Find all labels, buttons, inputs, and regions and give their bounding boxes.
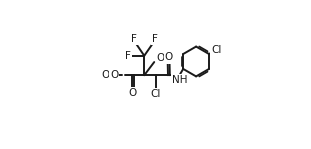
- Text: OH: OH: [157, 53, 173, 63]
- Text: NH: NH: [172, 75, 187, 85]
- Text: F: F: [152, 34, 157, 44]
- Text: O: O: [165, 52, 173, 62]
- Text: Cl: Cl: [151, 89, 161, 99]
- Text: O: O: [101, 70, 109, 80]
- Text: O: O: [110, 70, 118, 80]
- Text: O: O: [129, 88, 137, 98]
- Text: F: F: [125, 51, 131, 61]
- Text: F: F: [131, 34, 137, 44]
- Text: Cl: Cl: [211, 45, 222, 55]
